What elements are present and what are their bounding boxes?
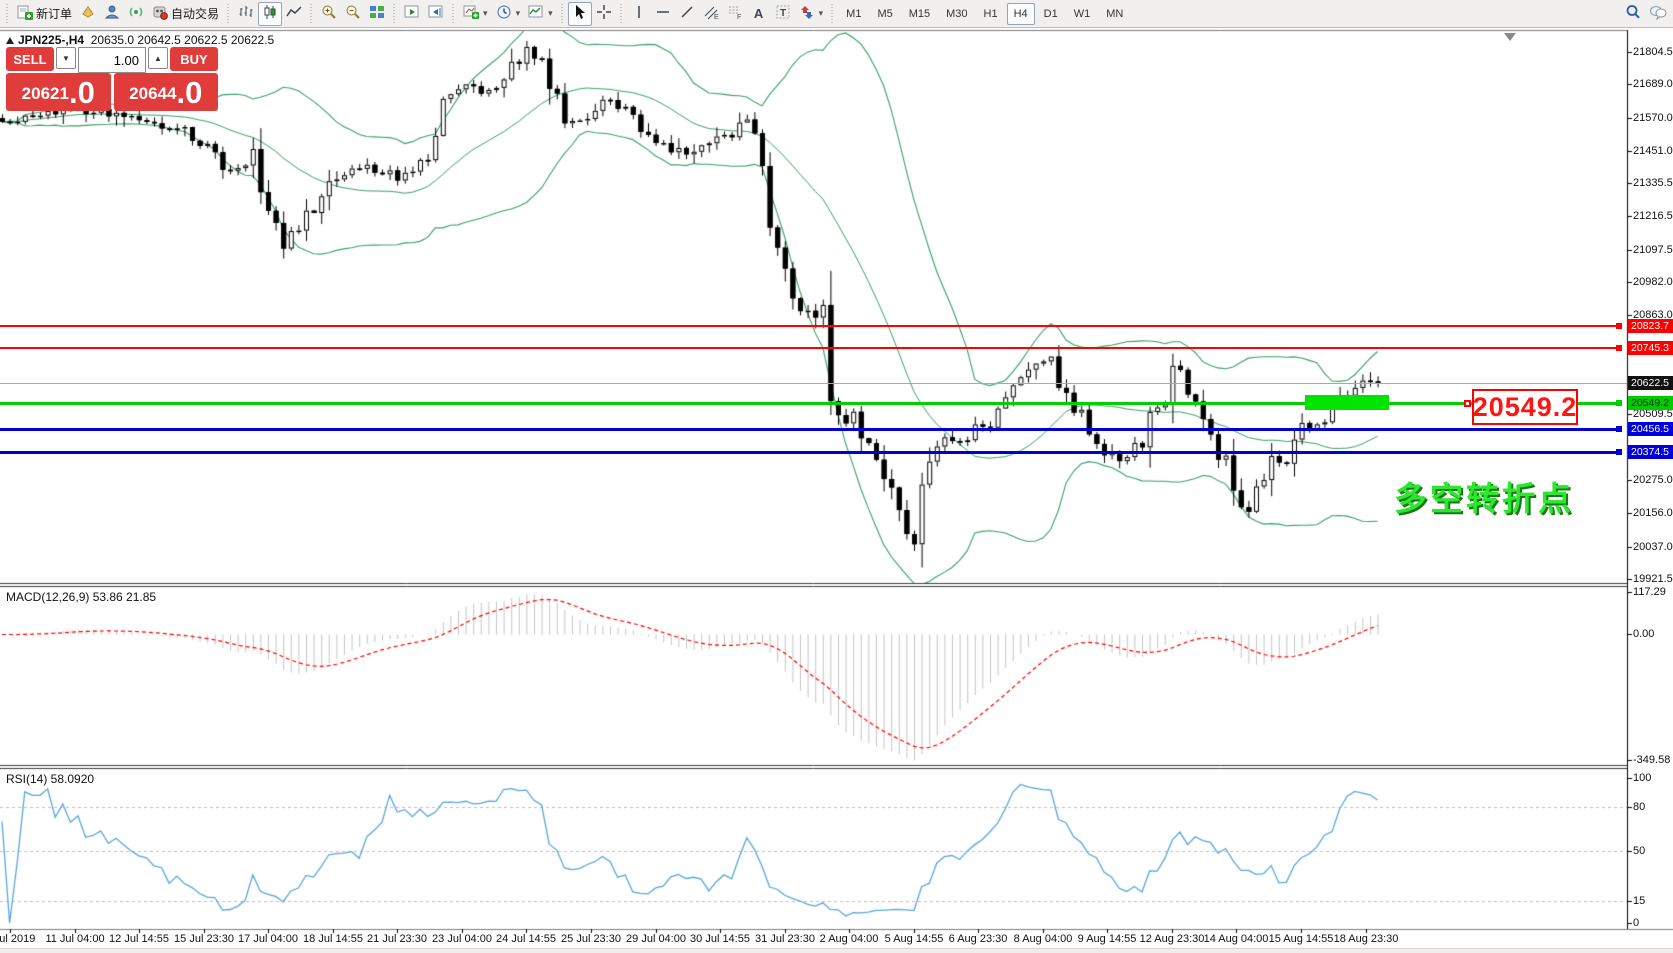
price-axis-tick-label: 21097.5 [1633,244,1673,256]
price-axis-tick-label: 20275.0 [1633,474,1673,486]
price-axis-tick-label: 20863.0 [1633,309,1673,321]
time-axis-label: 11 Jul 04:00 [45,933,105,945]
line-end-marker[interactable] [1616,426,1622,432]
rsi-axis-tick-label: 100 [1633,772,1652,784]
macd-axis-tick-label: 117.29 [1633,586,1666,598]
ohlc-values: 20635.0 20642.5 20622.5 20622.5 [90,33,275,47]
time-axis-label: 21 Jul 23:30 [367,933,427,945]
horizontal-line-object[interactable] [0,325,1621,327]
buy-price-int: 20644 [129,84,177,103]
one-click-trade-panel: SELL ▼ ▲ BUY 20621.0 20644.0 [6,47,218,111]
price-axis-tick-label: 19921.5 [1633,573,1673,585]
rsi-axis-tick-label: 15 [1633,895,1646,907]
rsi-indicator-label: RSI(14) 58.0920 [6,772,95,786]
turning-point-text[interactable]: 多空转折点 [1394,480,1574,517]
price-axis-tick-label: 21570.0 [1633,112,1673,124]
price-axis-tag: 20622.5 [1628,376,1673,390]
time-axis-label: 24 Jul 14:55 [496,933,556,945]
time-axis-label: 9 Jul 2019 [0,933,36,945]
status-strip [0,948,1673,953]
chart-symbol-label: JPN225-,H4 20635.0 20642.5 20622.5 20622… [6,33,274,47]
price-axis-tag: 20374.5 [1628,445,1673,459]
buy-button[interactable]: BUY [170,47,218,71]
annotation-anchor-handle[interactable] [1464,400,1471,407]
line-end-marker[interactable] [1616,323,1622,329]
sell-price-panel[interactable]: 20621.0 [6,73,111,111]
price-axis-tick-label: 20982.0 [1633,276,1673,288]
chart-shift-marker[interactable] [1504,33,1516,41]
price-axis-tick-label: 21689.0 [1633,78,1673,90]
volume-down-button[interactable]: ▼ [56,47,76,69]
rsi-axis-tick-label: 50 [1633,845,1646,857]
price-axis-tick-label: 21451.0 [1633,145,1673,157]
sell-price-frac: .0 [68,75,95,110]
line-end-marker[interactable] [1616,400,1622,406]
horizontal-line-object[interactable] [0,451,1621,454]
time-axis-label: 5 Aug 14:55 [884,933,944,945]
time-axis-label: 8 Aug 04:00 [1013,933,1073,945]
volume-input[interactable] [78,47,146,73]
time-axis-label: 29 Jul 04:00 [626,933,686,945]
volume-up-button[interactable]: ▲ [148,47,168,69]
price-axis-tick-label: 20156.0 [1633,507,1673,519]
horizontal-line-object[interactable] [0,428,1621,431]
highlight-rectangle-object[interactable] [1305,395,1389,410]
price-axis-tick-label: 20037.0 [1633,541,1673,553]
macd-axis-tick-label: -349.58 [1633,754,1671,766]
macd-axis-tick-label: 0.00 [1633,628,1655,640]
time-axis-label: 18 Jul 14:55 [303,933,363,945]
price-level-annotation-box[interactable]: 20549.2 [1472,389,1578,425]
current-price-line [0,383,1627,384]
time-axis-label: 15 Jul 23:30 [174,933,234,945]
rsi-axis-tick-label: 0 [1633,917,1640,929]
time-axis-label: 9 Aug 14:55 [1077,933,1137,945]
time-axis-label: 25 Jul 23:30 [561,933,621,945]
price-axis-tick-label: 21216.5 [1633,210,1673,222]
price-axis-tag: 20456.5 [1628,422,1673,436]
time-axis-label: 30 Jul 14:55 [690,933,750,945]
horizontal-line-object[interactable] [0,347,1621,349]
price-axis-tick-label: 21335.5 [1633,177,1673,189]
time-axis-label: 14 Aug 04:00 [1203,933,1269,945]
line-end-marker[interactable] [1616,345,1622,351]
symbol-collapse-icon[interactable] [6,37,14,44]
symbol-name: JPN225-,H4 [18,33,85,47]
time-axis-label: 15 Aug 14:55 [1268,933,1334,945]
buy-price-frac: .0 [176,75,203,110]
buy-price-panel[interactable]: 20644.0 [113,73,218,111]
price-axis-tick-label: 21804.5 [1633,46,1673,58]
time-axis-label: 23 Jul 04:00 [432,933,492,945]
sell-button[interactable]: SELL [6,47,54,71]
price-axis-tag: 20745.3 [1628,341,1673,355]
price-axis-tag: 20549.2 [1628,396,1673,410]
price-axis-tick-label: 20509.5 [1633,408,1673,420]
sell-price-int: 20621 [21,84,69,103]
time-axis-label: 12 Jul 14:55 [109,933,169,945]
time-axis-label: 2 Aug 04:00 [819,933,879,945]
time-axis-label: 18 Aug 23:30 [1333,933,1399,945]
time-axis-label: 12 Aug 23:30 [1139,933,1205,945]
rsi-axis-tick-label: 80 [1633,801,1646,813]
price-axis-tag: 20823.7 [1628,319,1673,333]
horizontal-line-object[interactable] [0,402,1621,405]
time-axis-label: 17 Jul 04:00 [238,933,298,945]
time-axis-label: 31 Jul 23:30 [755,933,815,945]
macd-indicator-label: MACD(12,26,9) 53.86 21.85 [6,590,157,604]
line-end-marker[interactable] [1616,449,1622,455]
time-axis-label: 6 Aug 23:30 [948,933,1008,945]
